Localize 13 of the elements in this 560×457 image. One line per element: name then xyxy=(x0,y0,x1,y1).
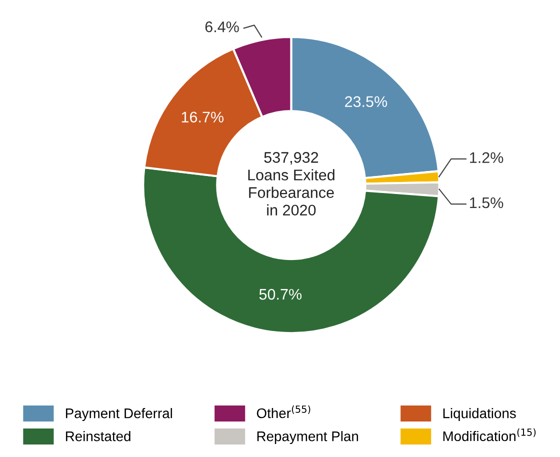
legend-label: Liquidations xyxy=(443,408,516,421)
legend-label: Other$^{(55)}$ xyxy=(256,405,310,418)
data-label: 1.2% xyxy=(470,152,504,163)
text: 537,932 Loans Exited Forbearance in 2020 xyxy=(248,152,334,216)
legend-label: Modification$^{(15)}$ xyxy=(443,428,536,442)
data-label: 6.4% xyxy=(205,21,239,32)
data-label: 1.5% xyxy=(470,197,504,208)
data-label: 23.5% xyxy=(345,96,388,108)
legend-label: Repayment Plan xyxy=(257,431,358,444)
legend-label: Payment Deferral xyxy=(66,408,172,421)
data-label: 50.7% xyxy=(259,288,302,300)
data-label: 16.7% xyxy=(182,112,224,123)
legend-label: Reinstated xyxy=(66,431,130,442)
